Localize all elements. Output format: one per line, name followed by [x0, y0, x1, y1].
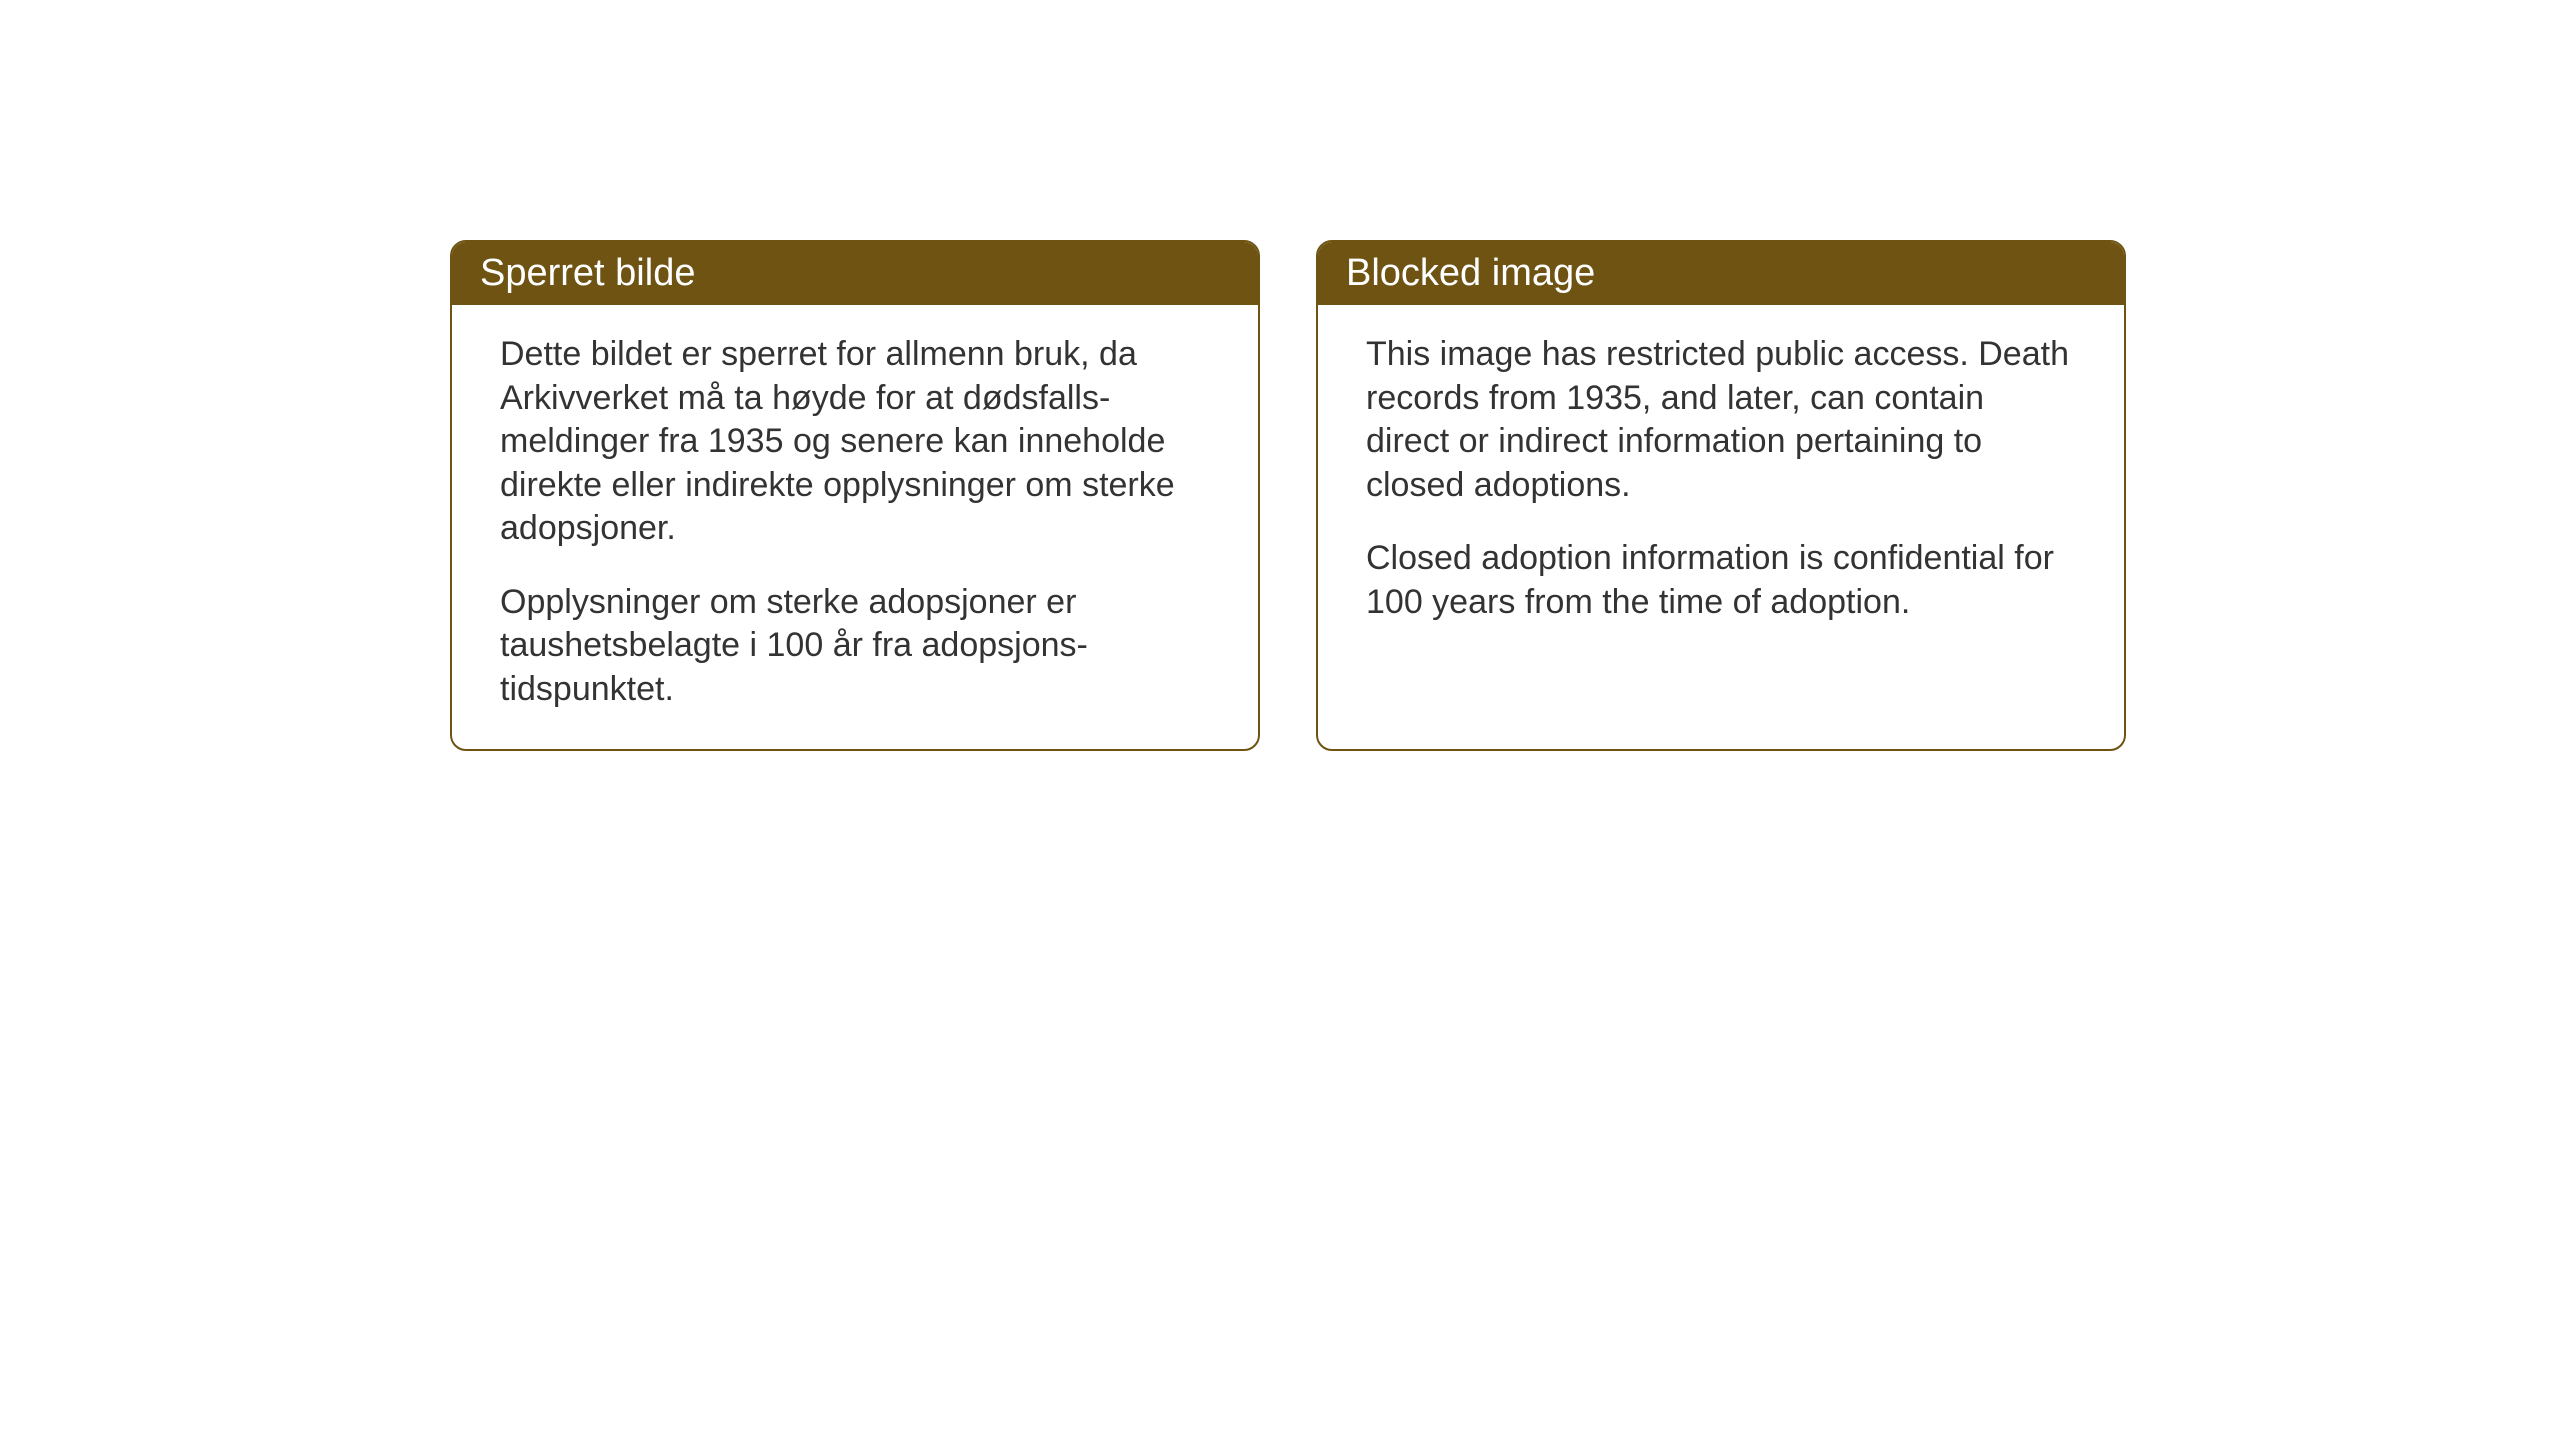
card-english-header: Blocked image — [1318, 242, 2124, 305]
card-norwegian-paragraph-2: Opplysninger om sterke adopsjoner er tau… — [500, 581, 1210, 712]
card-norwegian-title: Sperret bilde — [480, 252, 695, 294]
card-english-paragraph-1: This image has restricted public access.… — [1366, 333, 2076, 507]
card-norwegian-paragraph-1: Dette bildet er sperret for allmenn bruk… — [500, 333, 1210, 551]
card-norwegian-header: Sperret bilde — [452, 242, 1258, 305]
card-english-paragraph-2: Closed adoption information is confident… — [1366, 537, 2076, 624]
card-norwegian: Sperret bilde Dette bildet er sperret fo… — [450, 240, 1260, 751]
card-english-body: This image has restricted public access.… — [1318, 305, 2124, 662]
card-english-title: Blocked image — [1346, 252, 1595, 294]
card-english: Blocked image This image has restricted … — [1316, 240, 2126, 751]
cards-container: Sperret bilde Dette bildet er sperret fo… — [450, 240, 2560, 751]
card-norwegian-body: Dette bildet er sperret for allmenn bruk… — [452, 305, 1258, 749]
